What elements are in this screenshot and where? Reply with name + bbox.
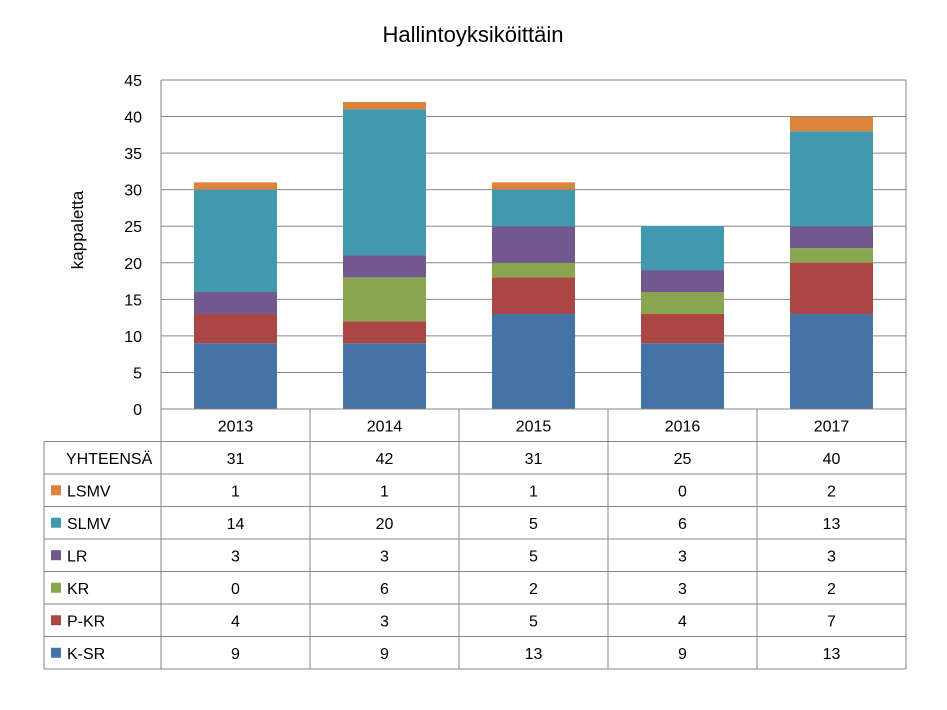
data-label: 5 bbox=[529, 613, 538, 630]
legend-key bbox=[51, 550, 61, 561]
bar-segment bbox=[492, 313, 575, 409]
y-tick-label: 5 bbox=[133, 365, 142, 382]
bar-segment bbox=[492, 182, 575, 190]
bar-segment bbox=[492, 226, 575, 263]
y-tick-label: 15 bbox=[124, 292, 142, 309]
data-label: 6 bbox=[380, 581, 389, 598]
x-tick-label: 2017 bbox=[814, 418, 850, 435]
x-tick-label: 2014 bbox=[367, 418, 403, 435]
data-label: 1 bbox=[231, 483, 240, 500]
legend-key bbox=[51, 615, 61, 626]
data-label: 3 bbox=[380, 548, 389, 565]
legend-key bbox=[51, 582, 61, 593]
data-label: 14 bbox=[227, 516, 245, 533]
data-label: 13 bbox=[823, 646, 841, 663]
bar-segment bbox=[790, 116, 873, 132]
data-label: 3 bbox=[231, 548, 240, 565]
legend-key bbox=[51, 517, 61, 528]
data-label: 9 bbox=[231, 646, 240, 663]
total-value: 31 bbox=[227, 451, 245, 468]
data-label: 9 bbox=[380, 646, 389, 663]
bar-segment bbox=[492, 189, 575, 227]
x-tick-label: 2016 bbox=[665, 418, 701, 435]
bar-segment bbox=[790, 248, 873, 263]
x-tick-label: 2015 bbox=[516, 418, 552, 435]
bar-segment bbox=[641, 343, 724, 409]
data-label: 1 bbox=[529, 483, 538, 500]
legend-label: P-KR bbox=[67, 613, 105, 630]
y-tick-label: 25 bbox=[124, 219, 142, 236]
bar-segment bbox=[790, 226, 873, 249]
data-label: 0 bbox=[678, 483, 687, 500]
data-label: 0 bbox=[231, 581, 240, 598]
bar-segment bbox=[790, 131, 873, 227]
total-value: 25 bbox=[674, 451, 692, 468]
total-value: 42 bbox=[376, 451, 394, 468]
bar-segment bbox=[790, 313, 873, 409]
bar-segment bbox=[641, 292, 724, 314]
bar-segment bbox=[194, 313, 277, 344]
bar-segment bbox=[343, 321, 426, 344]
data-label: 3 bbox=[678, 581, 687, 598]
bar-segment bbox=[641, 270, 724, 293]
data-label: 2 bbox=[827, 483, 836, 500]
y-tick-label: 20 bbox=[124, 256, 142, 273]
data-label: 3 bbox=[380, 613, 389, 630]
data-label: 2 bbox=[827, 581, 836, 598]
y-tick-label: 35 bbox=[124, 146, 142, 163]
data-label: 13 bbox=[823, 516, 841, 533]
legend-label: LSMV bbox=[67, 483, 111, 500]
data-label: 9 bbox=[678, 646, 687, 663]
x-tick-label: 2013 bbox=[218, 418, 254, 435]
y-axis-label: kappaletta bbox=[68, 190, 87, 269]
data-label: 2 bbox=[529, 581, 538, 598]
bar-segment bbox=[492, 262, 575, 278]
data-label: 7 bbox=[827, 613, 836, 630]
bar-segment bbox=[194, 343, 277, 409]
data-label: 6 bbox=[678, 516, 687, 533]
bars bbox=[194, 101, 873, 409]
legend-key bbox=[51, 485, 61, 496]
bar-segment bbox=[194, 292, 277, 314]
y-tick-label: 40 bbox=[124, 110, 142, 127]
bar-segment bbox=[343, 109, 426, 256]
y-tick-label: 45 bbox=[124, 73, 142, 90]
data-label: 1 bbox=[380, 483, 389, 500]
bar-segment bbox=[343, 101, 426, 110]
bar-segment bbox=[641, 313, 724, 344]
data-label: 3 bbox=[827, 548, 836, 565]
data-label: 13 bbox=[525, 646, 543, 663]
bar-segment bbox=[492, 277, 575, 314]
data-label: 5 bbox=[529, 516, 538, 533]
legend-key bbox=[51, 647, 61, 658]
y-tick-label: 30 bbox=[124, 183, 142, 200]
data-label: 4 bbox=[678, 613, 687, 630]
legend-label: SLMV bbox=[67, 516, 111, 533]
chart-title: Hallintoyksiköittäin bbox=[383, 22, 564, 47]
y-tick-label: 0 bbox=[133, 402, 142, 419]
total-row-label: YHTEENSÄ bbox=[66, 450, 153, 468]
bar-segment bbox=[194, 182, 277, 190]
data-label: 4 bbox=[231, 613, 240, 630]
total-value: 31 bbox=[525, 451, 543, 468]
legend-label: KR bbox=[67, 581, 89, 598]
bar-segment bbox=[343, 255, 426, 278]
y-tick-labels: 0 5 10 15 20 25 30 35 40 45 bbox=[124, 73, 142, 419]
bar-segment bbox=[790, 262, 873, 314]
data-label: 5 bbox=[529, 548, 538, 565]
bar-segment bbox=[343, 277, 426, 322]
bar-segment bbox=[343, 343, 426, 409]
bar-segment bbox=[194, 189, 277, 293]
legend-label: K-SR bbox=[67, 646, 105, 663]
data-label: 20 bbox=[376, 516, 394, 533]
bar-segment bbox=[641, 226, 724, 271]
y-tick-label: 10 bbox=[124, 329, 142, 346]
total-value: 40 bbox=[823, 451, 841, 468]
data-label: 3 bbox=[678, 548, 687, 565]
legend-label: LR bbox=[67, 548, 87, 565]
